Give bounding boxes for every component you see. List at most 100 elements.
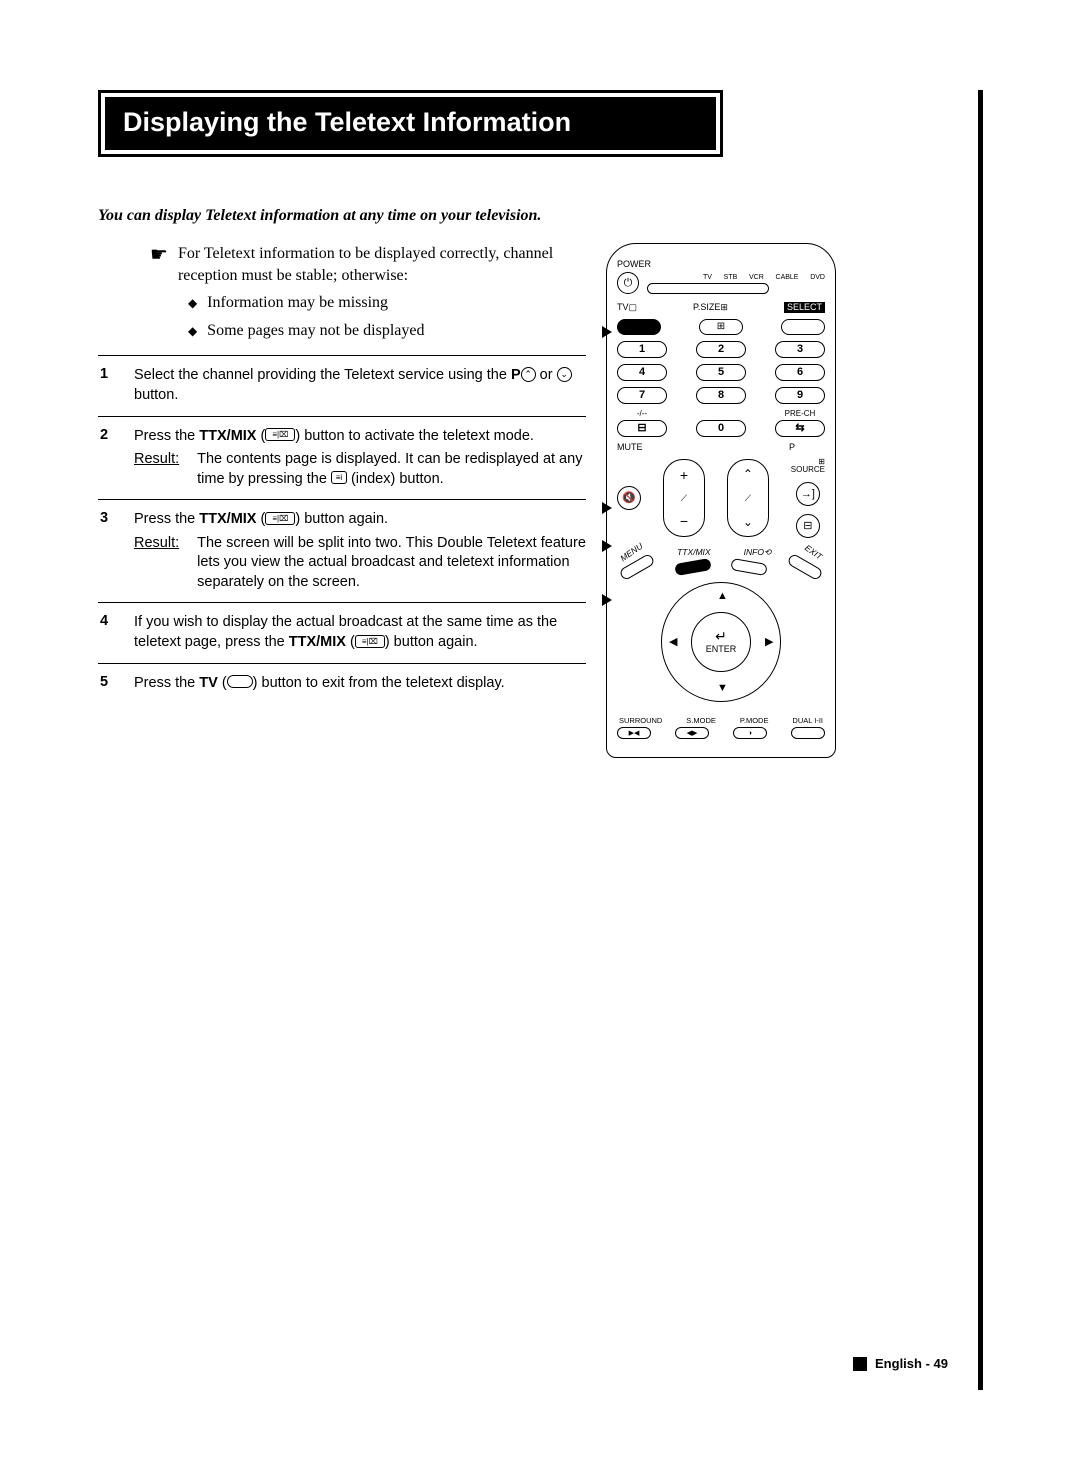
enter-label: ENTER (706, 645, 737, 654)
manual-page: Displaying the Teletext Information You … (98, 90, 983, 1390)
function-buttons-row: ⊞ (617, 319, 825, 335)
bottom-labels: SURROUND S.MODE P.MODE DUAL I-II (617, 717, 825, 725)
numpad-row: -/-- ⊟ 0 PRE-CH ⇆ (617, 410, 825, 437)
surround-button: ▶◀ (617, 727, 651, 739)
vol-down-icon: − (680, 514, 688, 528)
smode-label: S.MODE (686, 717, 716, 725)
select-label: SELECT (784, 302, 825, 313)
step-number: 3 (98, 510, 116, 592)
step-number: 1 (98, 366, 116, 405)
steps-list: 1 Select the channel providing the Telet… (98, 356, 586, 703)
intro-text: You can display Teletext information at … (98, 207, 978, 225)
dash-group: -/-- ⊟ (617, 410, 667, 437)
ttxmix-button (674, 557, 712, 575)
dpad-up-icon: ▲ (717, 591, 728, 602)
numpad-row: 7 8 9 (617, 387, 825, 404)
right-mid-stack: ⊞SOURCE →] ⊟ (791, 458, 825, 538)
source-label: ⊞SOURCE (791, 458, 825, 474)
num-7: 7 (617, 387, 667, 404)
step-body: Press the TTX/MIX (≡|⌧) button again. Re… (134, 510, 586, 592)
step-number: 4 (98, 613, 116, 652)
highlight-arrow-icon (602, 540, 612, 552)
power-button: ⏻ (617, 272, 639, 294)
title-block: Displaying the Teletext Information (98, 90, 723, 157)
dual-button (791, 727, 825, 739)
volume-pad: + ⟋ − (663, 459, 705, 537)
tv-label: TV▢ (617, 303, 637, 312)
num-0: 0 (696, 420, 746, 437)
ch-down-icon: ⌄ (743, 516, 753, 528)
note-bullet: ◆ Information may be missing (178, 292, 586, 314)
footer-page: 49 (934, 1356, 948, 1371)
num-9: 9 (775, 387, 825, 404)
mid-labels: MUTE P (617, 443, 825, 452)
mode-tv: TV (703, 274, 712, 281)
numpad-row: 4 5 6 (617, 364, 825, 381)
result-row: Result: The screen will be split into tw… (134, 534, 586, 593)
num-6: 6 (775, 364, 825, 381)
remote-column: POWER ⏻ TV STB VCR CABLE DVD (606, 243, 836, 758)
select-button (781, 319, 825, 335)
prech-button: ⇆ (775, 420, 825, 437)
ttxmix-label: TTX/MIX (677, 548, 711, 557)
dash-button: ⊟ (617, 420, 667, 437)
dpad-down-icon: ▼ (717, 683, 728, 694)
result-label: Result: (134, 534, 179, 593)
content-row: ☛ For Teletext information to be display… (98, 243, 978, 758)
volume-channel-cluster: 🔇 + ⟋ − ⌃ ⟋ ⌄ ⊞SOURCE →] (617, 458, 825, 538)
mode-cable: CABLE (776, 274, 799, 281)
note-body: For Teletext information to be displayed… (178, 243, 586, 341)
remote-control: POWER ⏻ TV STB VCR CABLE DVD (606, 243, 836, 758)
display-button: ⊟ (796, 514, 820, 538)
step-2: 2 Press the TTX/MIX (≡|⌧) button to acti… (98, 417, 586, 501)
note-lead: For Teletext information to be displayed… (178, 243, 586, 286)
num-5: 5 (696, 364, 746, 381)
mode-selector (647, 283, 769, 294)
dpad: ▲ ▼ ◀ ▶ ↵ ENTER (641, 577, 801, 707)
enter-icon: ↵ (715, 629, 727, 643)
dual-label: DUAL I-II (792, 717, 823, 725)
result-text: The screen will be split into two. This … (197, 534, 586, 593)
pmode-label: P.MODE (740, 717, 769, 725)
step-1: 1 Select the channel providing the Telet… (98, 356, 586, 416)
highlight-arrow-icon (602, 502, 612, 514)
bullet-text: Some pages may not be displayed (207, 320, 424, 342)
note-block: ☛ For Teletext information to be display… (98, 243, 586, 356)
channel-pad: ⌃ ⟋ ⌄ (727, 459, 769, 537)
tv-button (617, 319, 661, 335)
numpad-row: 1 2 3 (617, 341, 825, 358)
mode-vcr: VCR (749, 274, 764, 281)
bottom-buttons: ▶◀ ◀▶ ◑ (617, 727, 825, 739)
step-text: If you wish to display the actual broadc… (134, 613, 586, 652)
surround-label: SURROUND (619, 717, 662, 725)
num-3: 3 (775, 341, 825, 358)
page-footer: English - 49 (853, 1356, 948, 1372)
ch-up-icon: ⌃ (743, 468, 753, 480)
step-text: Press the TV () button to exit from the … (134, 674, 586, 694)
bullet-text: Information may be missing (207, 292, 388, 314)
enter-button: ↵ ENTER (691, 612, 751, 672)
highlight-arrow-icon (602, 594, 612, 606)
info-button (730, 557, 768, 575)
step-3: 3 Press the TTX/MIX (≡|⌧) button again. … (98, 500, 586, 603)
diamond-icon: ◆ (188, 292, 197, 314)
dpad-left-icon: ◀ (669, 637, 677, 648)
step-text: Press the TTX/MIX (≡|⌧) button to activa… (134, 427, 586, 447)
num-8: 8 (696, 387, 746, 404)
mode-labels: TV STB VCR CABLE DVD (703, 274, 825, 281)
pmode-button: ◑ (733, 727, 767, 739)
dash-label: -/-- (617, 410, 667, 418)
note-bullet: ◆ Some pages may not be displayed (178, 320, 586, 342)
step-text: Select the channel providing the Teletex… (134, 366, 586, 405)
step-5: 5 Press the TV () button to exit from th… (98, 664, 586, 704)
highlight-arrow-icon (602, 326, 612, 338)
pointing-hand-icon: ☛ (150, 243, 168, 341)
result-label: Result: (134, 450, 179, 489)
num-2: 2 (696, 341, 746, 358)
info-label: INFO⟲ (744, 548, 771, 557)
curved-buttons-row (617, 561, 825, 573)
step-number: 2 (98, 427, 116, 490)
diamond-icon: ◆ (188, 320, 197, 342)
instructions-column: ☛ For Teletext information to be display… (98, 243, 586, 758)
mute-label: MUTE (617, 443, 643, 452)
